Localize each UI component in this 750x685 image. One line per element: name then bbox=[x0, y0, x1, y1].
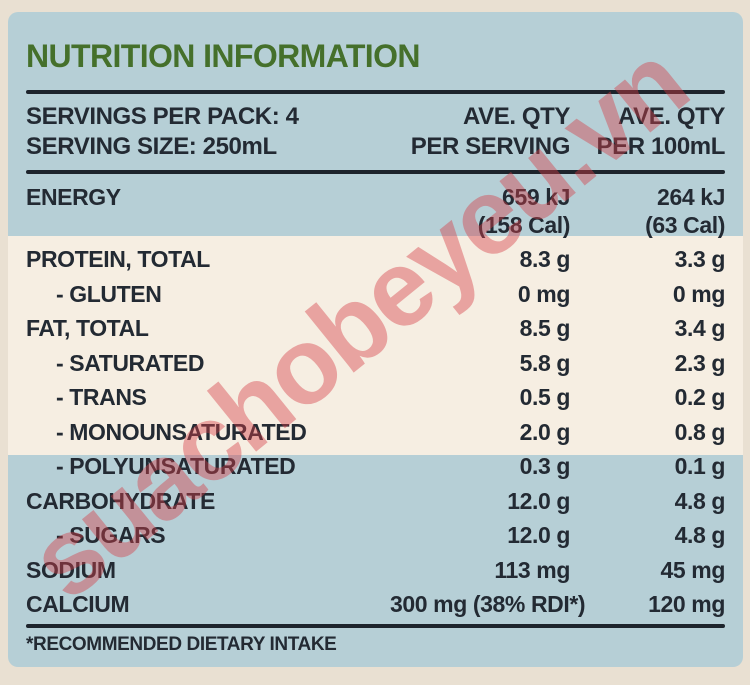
value-line: 2.0 g bbox=[519, 418, 571, 445]
column-header-per-100ml: AVE. QTY PER 100mL bbox=[570, 102, 726, 162]
per-serving-label: PER SERVING bbox=[410, 133, 571, 160]
value-per-100ml: 4.8 g bbox=[570, 484, 726, 519]
table-row: SODIUM 113 mg 45 mg bbox=[26, 553, 725, 588]
value-per-100ml: 120 mg bbox=[570, 587, 725, 622]
nutrition-panel: NUTRITION INFORMATION SERVINGS PER PACK:… bbox=[8, 12, 743, 667]
value-line: 5.8 g bbox=[519, 349, 571, 376]
value-per-100ml: 3.4 g bbox=[570, 311, 726, 346]
value-per-serving: 8.3 g bbox=[390, 242, 571, 277]
nutrient-name: - TRANS bbox=[56, 384, 147, 410]
serving-info: SERVINGS PER PACK: 4 SERVING SIZE: 250mL bbox=[26, 102, 390, 162]
value-line: 8.5 g bbox=[519, 315, 571, 341]
table-row: ENERGY 659 kJ (158 Cal) 264 kJ (63 Cal) bbox=[26, 180, 725, 242]
serving-size: SERVING SIZE: 250mL bbox=[26, 133, 277, 160]
value-per-100ml: 0.8 g bbox=[570, 415, 726, 450]
panel-title: NUTRITION INFORMATION bbox=[26, 38, 420, 74]
value-per-100ml: 264 kJ (63 Cal) bbox=[570, 180, 725, 239]
nutrient-name: - SATURATED bbox=[56, 349, 205, 376]
value-line: 4.8 g bbox=[674, 522, 726, 548]
value-per-serving: 12.0 g bbox=[390, 484, 570, 519]
nutrient-name: PROTEIN, TOTAL bbox=[26, 246, 210, 272]
value-line: 0.2 g bbox=[674, 384, 726, 410]
value-line: 300 mg (38% RDI*) bbox=[390, 591, 586, 617]
value-per-serving: 12.0 g bbox=[390, 518, 570, 553]
value-line: (158 Cal) bbox=[477, 212, 571, 238]
value-per-100ml: 0.1 g bbox=[570, 449, 726, 484]
value-per-serving: 8.5 g bbox=[390, 311, 571, 346]
value-per-serving: 300 mg (38% RDI*) bbox=[390, 587, 586, 622]
value-line: 12.0 g bbox=[507, 522, 570, 548]
nutrient-name: CALCIUM bbox=[26, 591, 130, 617]
value-per-100ml: 0.2 g bbox=[570, 380, 726, 415]
nutrient-name: CARBOHYDRATE bbox=[26, 487, 215, 514]
column-header-per-serving: AVE. QTY PER SERVING bbox=[390, 102, 571, 162]
value-line: 8.3 g bbox=[519, 246, 571, 272]
nutrient-name: ENERGY bbox=[26, 184, 121, 210]
value-line: 0.1 g bbox=[674, 453, 726, 479]
value-line: 4.8 g bbox=[674, 487, 726, 514]
value-line: 264 kJ bbox=[657, 184, 725, 210]
value-line: 120 mg bbox=[648, 591, 725, 617]
table-row: - SUGARS 12.0 g 4.8 g bbox=[26, 518, 725, 553]
value-line: 659 kJ bbox=[502, 184, 570, 210]
table-row: - TRANS 0.5 g 0.2 g bbox=[26, 380, 725, 415]
table-row: FAT, TOTAL 8.5 g 3.4 g bbox=[26, 311, 725, 346]
rdi-footnote: *RECOMMENDED DIETARY INTAKE bbox=[26, 633, 337, 655]
nutrient-name: FAT, TOTAL bbox=[26, 315, 149, 341]
nutrient-name: SODIUM bbox=[26, 556, 116, 583]
table-row: - POLYUNSATURATED 0.3 g 0.1 g bbox=[26, 449, 725, 484]
ave-qty-label: AVE. QTY bbox=[462, 103, 570, 130]
value-per-serving: 659 kJ (158 Cal) bbox=[390, 180, 571, 239]
value-per-serving: 5.8 g bbox=[390, 346, 571, 381]
value-per-100ml: 2.3 g bbox=[570, 346, 726, 381]
value-per-serving: 0 mg bbox=[390, 277, 570, 312]
nutrition-panel-content: NUTRITION INFORMATION SERVINGS PER PACK:… bbox=[8, 12, 743, 667]
value-line: 0.5 g bbox=[519, 384, 571, 410]
value-line: 45 mg bbox=[660, 556, 726, 583]
value-per-100ml: 0 mg bbox=[570, 277, 725, 312]
value-per-serving: 2.0 g bbox=[390, 415, 571, 450]
value-line: 0 mg bbox=[517, 280, 570, 307]
per-100ml-label: PER 100mL bbox=[596, 133, 726, 160]
value-line: 0.3 g bbox=[519, 453, 571, 479]
value-line: 0.8 g bbox=[674, 418, 726, 445]
divider-under-title bbox=[26, 90, 725, 94]
value-line: 2.3 g bbox=[674, 349, 726, 376]
nutrient-name: - POLYUNSATURATED bbox=[56, 453, 296, 479]
value-per-serving: 0.5 g bbox=[390, 380, 571, 415]
value-line: 113 mg bbox=[494, 556, 570, 583]
ave-qty-label: AVE. QTY bbox=[617, 103, 725, 130]
divider-above-footnote bbox=[26, 623, 725, 628]
value-per-100ml: 3.3 g bbox=[570, 242, 726, 277]
value-line: 3.3 g bbox=[674, 246, 726, 272]
value-line: 12.0 g bbox=[507, 487, 570, 514]
nutrition-rows: ENERGY 659 kJ (158 Cal) 264 kJ (63 Cal) PR… bbox=[26, 180, 725, 622]
table-row: CARBOHYDRATE 12.0 g 4.8 g bbox=[26, 484, 725, 519]
table-row: - MONOUNSATURATED 2.0 g 0.8 g bbox=[26, 415, 725, 450]
nutrient-name: - MONOUNSATURATED bbox=[56, 418, 307, 445]
table-header: SERVINGS PER PACK: 4 SERVING SIZE: 250mL… bbox=[26, 102, 725, 162]
table-row: - GLUTEN 0 mg 0 mg bbox=[26, 277, 725, 312]
table-row: CALCIUM 300 mg (38% RDI*) 120 mg bbox=[26, 587, 725, 622]
divider-under-header bbox=[26, 170, 725, 174]
table-row: PROTEIN, TOTAL 8.3 g 3.3 g bbox=[26, 242, 725, 277]
value-per-100ml: 45 mg bbox=[570, 553, 726, 588]
value-line: 0 mg bbox=[672, 280, 725, 307]
servings-per-pack: SERVINGS PER PACK: 4 bbox=[26, 103, 299, 130]
nutrient-name: - GLUTEN bbox=[56, 280, 162, 307]
nutrient-name: - SUGARS bbox=[56, 522, 166, 548]
value-line: (63 Cal) bbox=[645, 212, 725, 238]
value-per-serving: 0.3 g bbox=[390, 449, 571, 484]
table-row: - SATURATED 5.8 g 2.3 g bbox=[26, 346, 725, 381]
value-line: 3.4 g bbox=[674, 315, 726, 341]
value-per-100ml: 4.8 g bbox=[570, 518, 726, 553]
value-per-serving: 113 mg bbox=[390, 553, 570, 588]
cream-band-background bbox=[8, 236, 743, 455]
